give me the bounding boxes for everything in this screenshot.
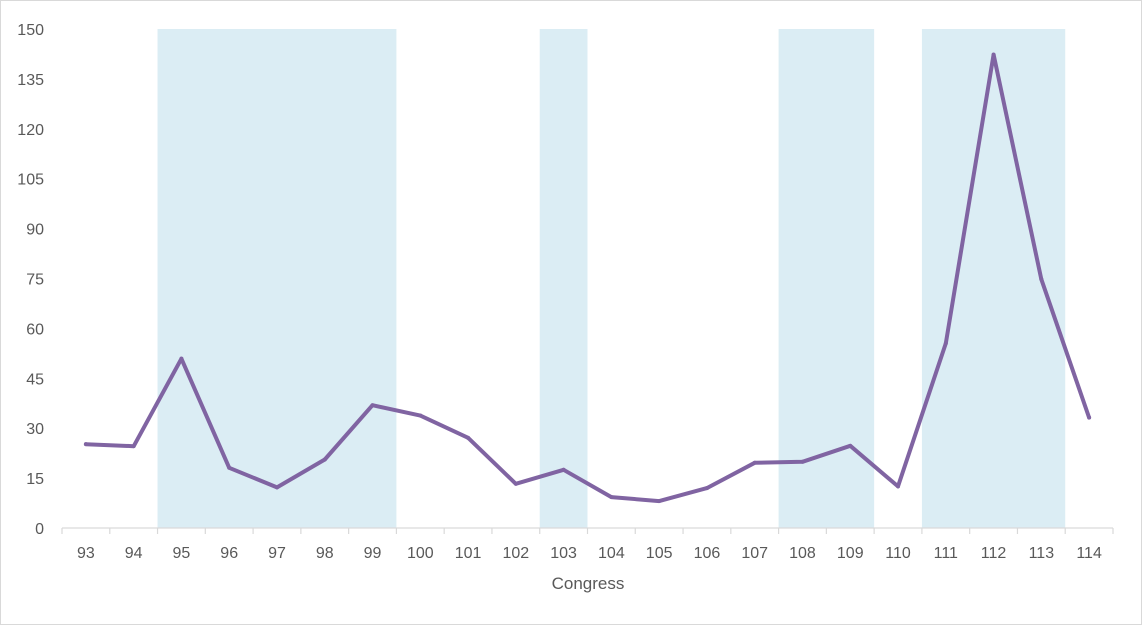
x-tick-label: 108: [789, 545, 816, 562]
y-tick-label: 120: [17, 122, 44, 139]
x-tick-label: 95: [173, 545, 191, 562]
x-tick-label: 96: [220, 545, 238, 562]
data-point: [561, 467, 566, 472]
data-point: [704, 486, 709, 491]
x-tick-label: 99: [364, 545, 382, 562]
shaded-range-1: [157, 29, 397, 528]
data-point: [227, 465, 232, 470]
data-point: [896, 484, 901, 489]
data-point: [991, 52, 996, 57]
y-tick-label: 15: [26, 471, 44, 488]
data-point: [322, 457, 327, 462]
data-point: [1087, 415, 1092, 420]
x-tick-label: 98: [316, 545, 334, 562]
y-tick-label: 30: [26, 421, 44, 438]
x-tick-label: 93: [77, 545, 95, 562]
y-tick-label: 45: [26, 371, 44, 388]
data-point: [274, 485, 279, 490]
x-tick-label: 97: [268, 545, 286, 562]
x-tick-label: 94: [125, 545, 143, 562]
data-point: [370, 403, 375, 408]
x-tick-label: 114: [1076, 545, 1102, 562]
y-tick-label: 0: [35, 521, 44, 538]
x-tick-label: 112: [981, 545, 1007, 562]
x-tick-label: 102: [502, 545, 529, 562]
shaded-regions: [157, 29, 1066, 528]
x-tick-label: 104: [598, 545, 625, 562]
x-tick-label: 111: [934, 545, 958, 562]
data-point: [83, 442, 88, 447]
x-tick-label: 113: [1029, 545, 1055, 562]
x-tick-label: 106: [694, 545, 721, 562]
series-layer: [83, 52, 1092, 504]
y-tick-label: 135: [17, 72, 44, 89]
x-tick-label: 107: [741, 545, 768, 562]
y-tick-label: 90: [26, 222, 44, 239]
data-point: [800, 459, 805, 464]
x-tick-label: 100: [407, 545, 434, 562]
y-tick-label: 150: [17, 22, 44, 39]
series-line-1: [83, 52, 1092, 504]
data-point: [609, 495, 614, 500]
x-tick-label: 103: [550, 545, 577, 562]
x-tick-label: 105: [646, 545, 673, 562]
x-axis-title: Congress: [552, 574, 625, 593]
x-tick-label: 110: [885, 545, 911, 562]
y-tick-label: 60: [26, 321, 44, 338]
data-point: [179, 356, 184, 361]
x-tick-label: 109: [837, 545, 864, 562]
shaded-range-4: [921, 29, 1066, 528]
data-point: [657, 499, 662, 504]
x-tick-label: 101: [455, 545, 482, 562]
data-point: [131, 444, 136, 449]
data-point: [418, 413, 423, 418]
shaded-range-3: [778, 29, 875, 528]
x-axis: 93 94 95 96 97 98 99 100 101 102 103 104 105 106 107 10…: [61, 527, 1114, 562]
y-axis: 0 15 30 45 60 75 90 105 120 135 150: [17, 22, 44, 538]
data-point: [513, 481, 518, 486]
data-point: [1039, 277, 1044, 282]
y-tick-label: 75: [26, 272, 44, 289]
data-point: [752, 460, 757, 465]
data-point: [848, 443, 853, 448]
data-point: [943, 341, 948, 346]
y-tick-label: 105: [17, 172, 44, 189]
data-point: [466, 435, 471, 440]
shaded-range-2: [539, 29, 588, 528]
